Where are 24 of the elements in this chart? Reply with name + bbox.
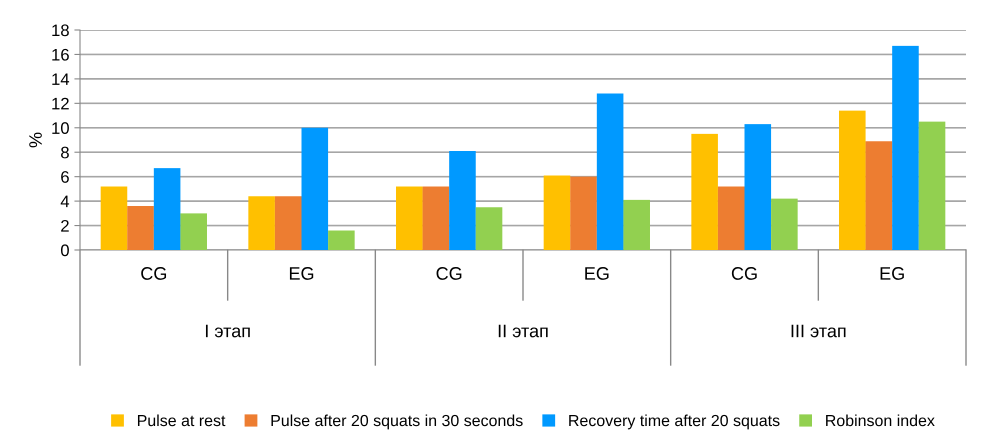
legend-label: Pulse after 20 squats in 30 seconds: [271, 414, 523, 430]
text: III этап: [792, 324, 846, 338]
y-tick-label: 0: [60, 244, 69, 256]
y-axis-title: %: [29, 132, 42, 148]
y-tick-label: 4: [60, 196, 70, 208]
y-tick-label: 12: [52, 98, 69, 110]
x-tick-label: CG: [732, 267, 757, 280]
legend-label: Robinson index: [826, 414, 935, 426]
legend-label: Pulse at rest: [138, 414, 226, 426]
x-tick-label: EG: [290, 267, 314, 280]
y-tick-label: 6: [61, 171, 69, 183]
x-tick-label: CG: [141, 267, 166, 280]
x-tick-label: CG: [436, 267, 462, 280]
y-tick-label: 18: [52, 24, 69, 36]
y-tick-label: 8: [61, 146, 69, 158]
y-tick-label: 14: [52, 73, 70, 85]
x-tick-label: EG: [585, 267, 609, 280]
text: I этап: [206, 324, 250, 338]
legend-label: Recovery time after 20 squats: [569, 414, 780, 430]
x-tick-label: EG: [880, 267, 904, 280]
y-tick-label: 2: [61, 220, 69, 232]
y-tick-label: 16: [52, 48, 69, 61]
text: II этап: [498, 324, 548, 338]
y-tick-label: 10: [52, 122, 69, 134]
